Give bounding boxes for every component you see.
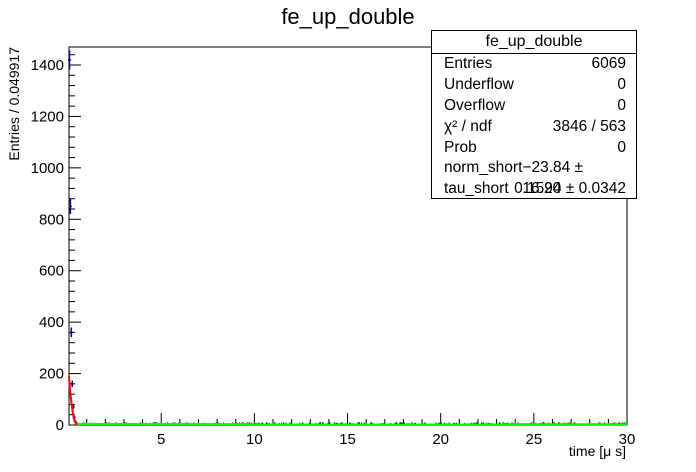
stats-label: Prob	[444, 138, 477, 156]
stats-label: norm_short	[444, 159, 523, 177]
stats-label: χ² / ndf	[444, 117, 492, 135]
stats-row-overflow: Overflow 0	[432, 96, 636, 117]
x-tick-label: 20	[432, 431, 449, 448]
y-tick-label: 200	[39, 366, 64, 383]
stats-row-norm-short: norm_short −23.84 ± 16.20	[432, 158, 636, 198]
x-axis: 5 10 15 20 25 30	[86, 413, 636, 448]
stats-box: fe_up_double Entries 6069 Underflow 0 Ov…	[431, 30, 637, 199]
stats-label: Underflow	[444, 75, 514, 93]
fit-layer	[68, 376, 628, 426]
x-tick-label: 30	[619, 431, 636, 448]
y-axis-title: Entries / 0.049917	[6, 47, 22, 161]
stats-title: fe_up_double	[432, 31, 636, 54]
x-tick-label: 15	[339, 431, 356, 448]
stats-row-underflow: Underflow 0	[432, 75, 636, 96]
stats-label: Entries	[444, 55, 493, 72]
stats-row-entries: Entries 6069	[432, 54, 636, 75]
stats-value: 6069	[591, 55, 626, 72]
x-tick-label: 5	[157, 431, 165, 448]
stats-row-tau-short: tau_short 0.1594 ± 0.0342	[432, 179, 636, 200]
stats-row-chi2: χ² / ndf 3846 / 563	[432, 117, 636, 138]
stats-value: 3846 / 563	[552, 117, 626, 135]
y-tick-label: 0	[56, 417, 64, 434]
stats-label: Overflow	[444, 96, 506, 114]
y-axis: 0 200 400 600 800 1000 1200 1400	[31, 54, 81, 434]
y-tick-label: 400	[39, 314, 64, 331]
stats-label: tau_short	[444, 180, 509, 198]
fit-short-curve	[68, 376, 79, 426]
stats-value: 0	[617, 75, 626, 93]
x-axis-title: time [μ s]	[569, 443, 626, 459]
stats-value: 0	[617, 138, 626, 156]
y-tick-label: 600	[39, 263, 64, 280]
y-tick-label: 1000	[31, 160, 64, 177]
x-tick-label: 25	[526, 431, 543, 448]
y-tick-label: 800	[39, 211, 64, 228]
chart-title: fe_up_double	[281, 4, 414, 29]
y-tick-label: 1200	[31, 108, 64, 125]
y-tick-label: 1400	[31, 57, 64, 74]
x-tick-label: 10	[246, 431, 263, 448]
stats-value: −23.84 ± 16.20	[522, 159, 584, 198]
stats-row-prob: Prob 0	[432, 138, 636, 159]
stats-value: 0.1594 ± 0.0342	[514, 180, 626, 198]
stats-value: 0	[617, 96, 626, 114]
